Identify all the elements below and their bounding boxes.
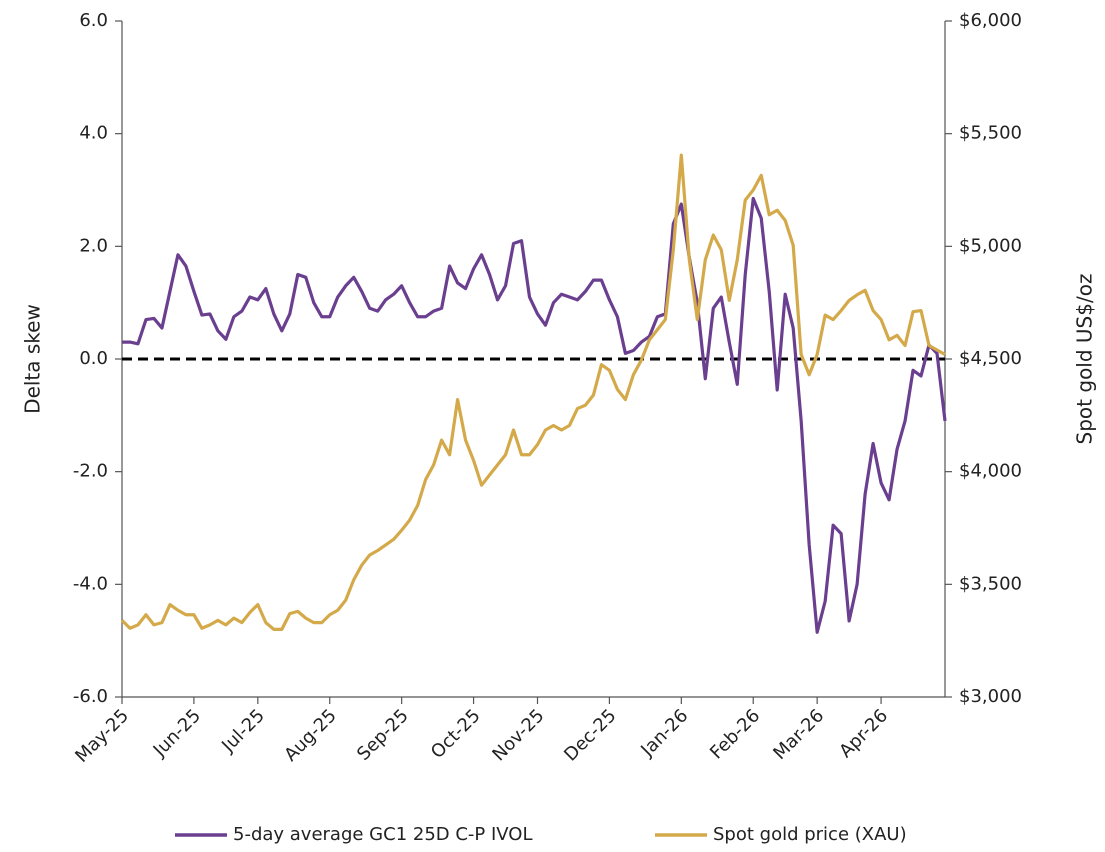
- y2-axis-label: Spot gold US$/oz: [1073, 274, 1097, 445]
- x-tick-label: Dec-25: [560, 705, 620, 765]
- y-tick-label: 2.0: [79, 235, 108, 256]
- x-tick-label: Feb-26: [706, 705, 764, 763]
- x-tick-label: Oct-25: [427, 705, 485, 763]
- series-line: [120, 153, 946, 631]
- series-line: [122, 196, 947, 634]
- x-tick-label: Jun-25: [149, 705, 205, 761]
- y2-tick-label: $5,500: [959, 123, 1022, 144]
- legend-label: 5-day average GC1 25D C-P IVOL: [233, 824, 533, 845]
- legend-label: Spot gold price (XAU): [713, 824, 907, 845]
- x-tick-label: Sep-25: [353, 705, 413, 765]
- y-tick-label: 6.0: [79, 10, 108, 31]
- y2-tick-label: $3,500: [959, 573, 1022, 594]
- x-tick-label: Nov-25: [488, 705, 548, 765]
- x-tick-label: Jan-26: [636, 705, 692, 761]
- y-tick-label: 0.0: [79, 348, 108, 369]
- y-tick-label: -4.0: [73, 573, 108, 594]
- y-axis-label: Delta skew: [21, 304, 45, 414]
- y-tick-label: 4.0: [79, 123, 108, 144]
- y2-tick-label: $6,000: [959, 10, 1022, 31]
- x-tick-label: Jul-25: [217, 705, 269, 757]
- x-tick-label: Mar-26: [769, 705, 828, 764]
- y2-tick-label: $4,000: [959, 461, 1022, 482]
- y-tick-label: -2.0: [73, 461, 108, 482]
- y2-tick-label: $5,000: [959, 235, 1022, 256]
- y2-tick-label: $3,000: [959, 686, 1022, 707]
- x-tick-label: May-25: [71, 705, 133, 767]
- y2-tick-label: $4,500: [959, 348, 1022, 369]
- x-tick-label: Apr-26: [835, 705, 892, 762]
- y-tick-label: -6.0: [73, 686, 108, 707]
- x-tick-label: Aug-25: [280, 705, 340, 765]
